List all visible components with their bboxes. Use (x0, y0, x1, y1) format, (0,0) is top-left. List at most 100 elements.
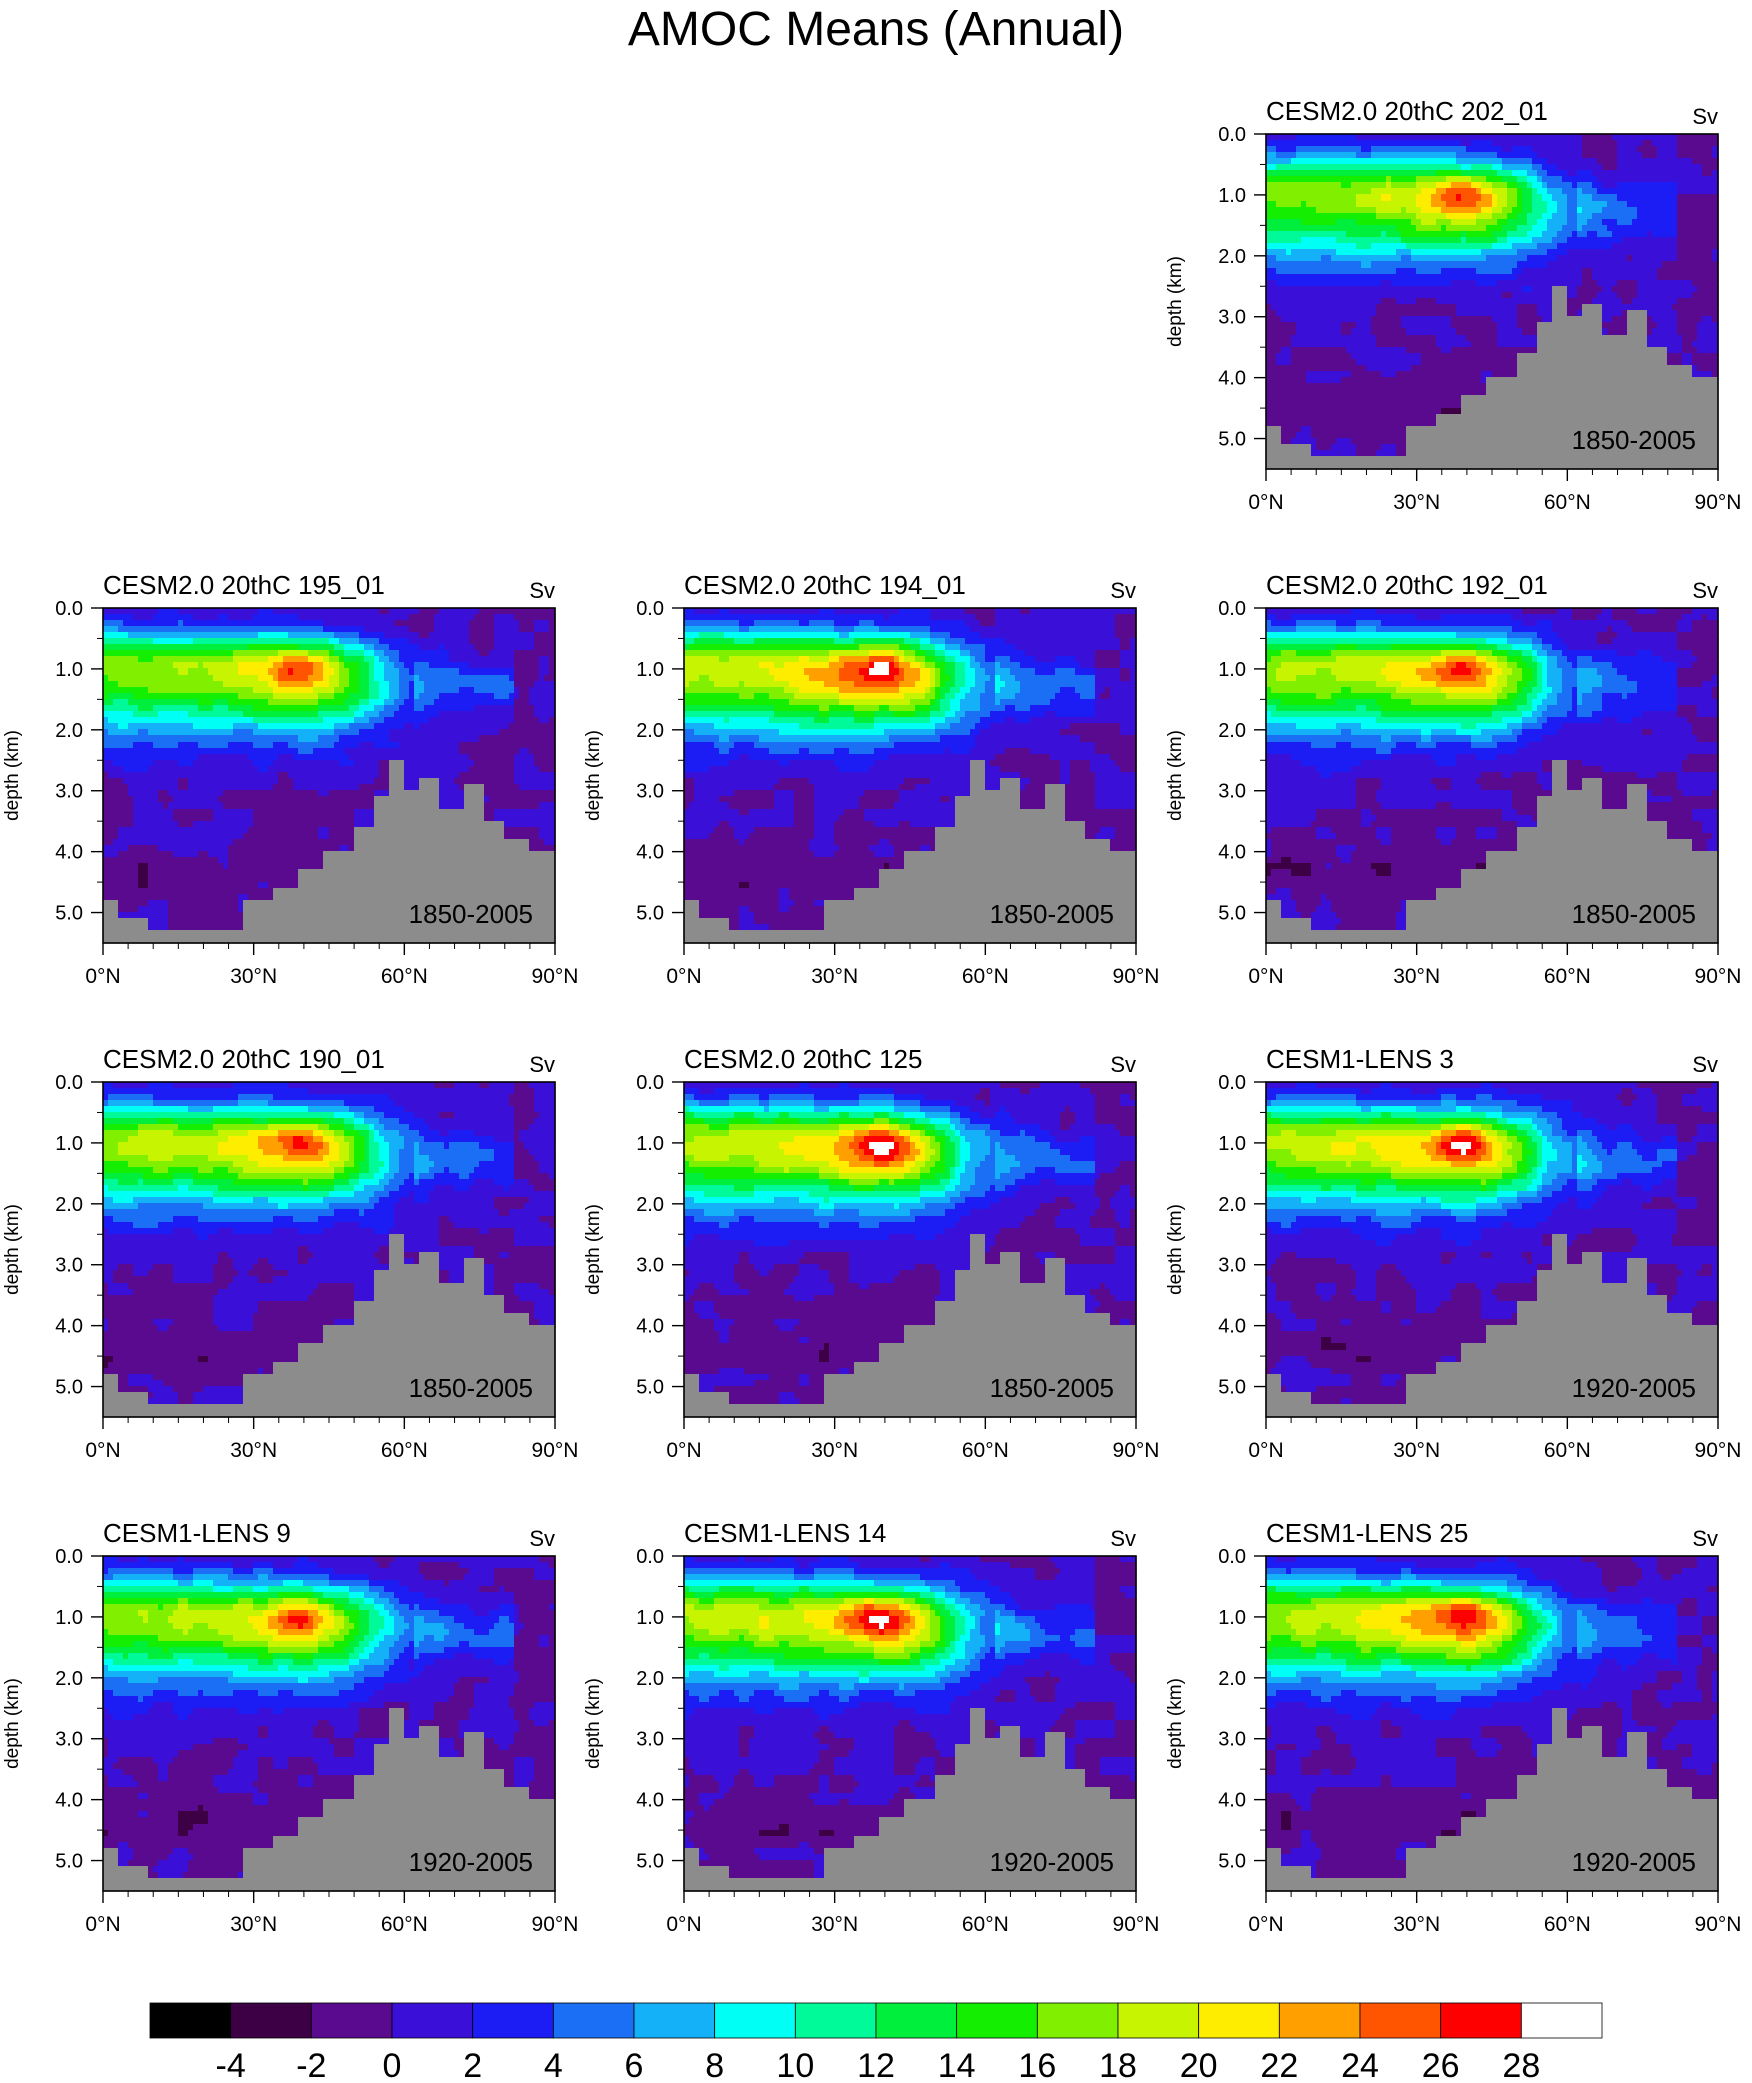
field-cell (1326, 176, 1333, 184)
field-cell (1346, 402, 1353, 410)
field-cell (1331, 286, 1338, 294)
field-cell (1351, 371, 1358, 379)
field-cell (1296, 146, 1303, 154)
field-cell (1316, 164, 1323, 172)
field-cell (1281, 274, 1288, 282)
field-cell (1291, 341, 1298, 349)
field-cell (1326, 237, 1333, 245)
field-cell (1311, 243, 1318, 251)
field-cell (1266, 292, 1273, 300)
field-cell (1346, 426, 1353, 434)
field-cell (1371, 450, 1378, 458)
field-cell (1311, 146, 1318, 154)
field-cell (1326, 402, 1333, 410)
field-cell (1366, 310, 1373, 318)
field-cell (1271, 207, 1278, 215)
field-cell (1341, 444, 1348, 452)
field-cell (1291, 231, 1298, 239)
field-cell (1301, 249, 1308, 257)
field-cell (1391, 371, 1398, 379)
field-cell (1371, 438, 1378, 446)
field-cell (1301, 444, 1308, 452)
field-cell (1276, 280, 1283, 288)
field-cell (1386, 389, 1393, 397)
field-cell (1311, 408, 1318, 416)
field-cell (1281, 286, 1288, 294)
field-cell (1361, 298, 1368, 306)
field-cell (1386, 456, 1393, 464)
field-cell (1341, 462, 1348, 470)
field-cell (1281, 408, 1288, 416)
field-cell (1321, 255, 1328, 263)
field-cell (1371, 249, 1378, 257)
field-cell (1376, 462, 1383, 470)
field-cell (1306, 298, 1313, 306)
field-cell (1346, 383, 1353, 391)
field-cell (1391, 249, 1398, 257)
field-cell (1366, 304, 1373, 312)
field-cell (1301, 140, 1308, 148)
field-cell (1386, 359, 1393, 367)
field-cell (1276, 426, 1283, 434)
field-cell (1366, 292, 1373, 300)
field-cell (1371, 335, 1378, 343)
field-cell (1356, 383, 1363, 391)
x-tick-label: 30°N (1393, 491, 1440, 514)
field-cell (1386, 310, 1393, 318)
field-cell (1266, 207, 1273, 215)
field-cell (1311, 438, 1318, 446)
field-cell (1296, 365, 1303, 373)
field-cell (1306, 286, 1313, 294)
field-cell (1276, 249, 1283, 257)
field-cell (1311, 426, 1318, 434)
field-cell (1301, 261, 1308, 269)
field-cell (1366, 268, 1373, 276)
field-cell (1331, 353, 1338, 361)
field-cell (1306, 140, 1313, 148)
field-cell (1276, 304, 1283, 312)
field-cell (1286, 438, 1293, 446)
field-cell (1371, 389, 1378, 397)
field-cell (1371, 280, 1378, 288)
field-cell (1391, 365, 1398, 373)
field-cell (1296, 249, 1303, 257)
field-cell (1326, 420, 1333, 428)
field-cell (1341, 328, 1348, 336)
field-cell (1366, 134, 1373, 142)
field-cell (1391, 134, 1398, 142)
field-cell (1271, 408, 1278, 416)
field-cell (1376, 274, 1383, 282)
field-cell (1391, 420, 1398, 428)
field-cell (1321, 462, 1328, 470)
field-cell (1351, 450, 1358, 458)
field-cell (1356, 292, 1363, 300)
field-cell (1341, 341, 1348, 349)
field-cell (1306, 146, 1313, 154)
field-cell (1346, 231, 1353, 239)
field-cell (1371, 462, 1378, 470)
field-cell (1371, 383, 1378, 391)
field-cell (1316, 207, 1323, 215)
field-cell (1381, 353, 1388, 361)
field-cell (1266, 274, 1273, 282)
field-cell (1386, 140, 1393, 148)
field-cell (1291, 182, 1298, 190)
field-cell (1351, 328, 1358, 336)
field-cell (1331, 371, 1338, 379)
field-cell (1391, 432, 1398, 440)
field-cell (1331, 377, 1338, 385)
field-cell (1386, 134, 1393, 142)
field-cell (1321, 347, 1328, 355)
field-cell (1311, 170, 1318, 178)
field-cell (1271, 462, 1278, 470)
field-cell (1366, 146, 1373, 154)
field-cell (1311, 255, 1318, 263)
field-cell (1296, 371, 1303, 379)
field-cell (1321, 316, 1328, 324)
field-cell (1391, 353, 1398, 361)
field-cell (1381, 188, 1388, 196)
field-cell (1311, 304, 1318, 312)
field-cell (1386, 280, 1393, 288)
field-cell (1266, 408, 1273, 416)
field-cell (1371, 140, 1378, 148)
